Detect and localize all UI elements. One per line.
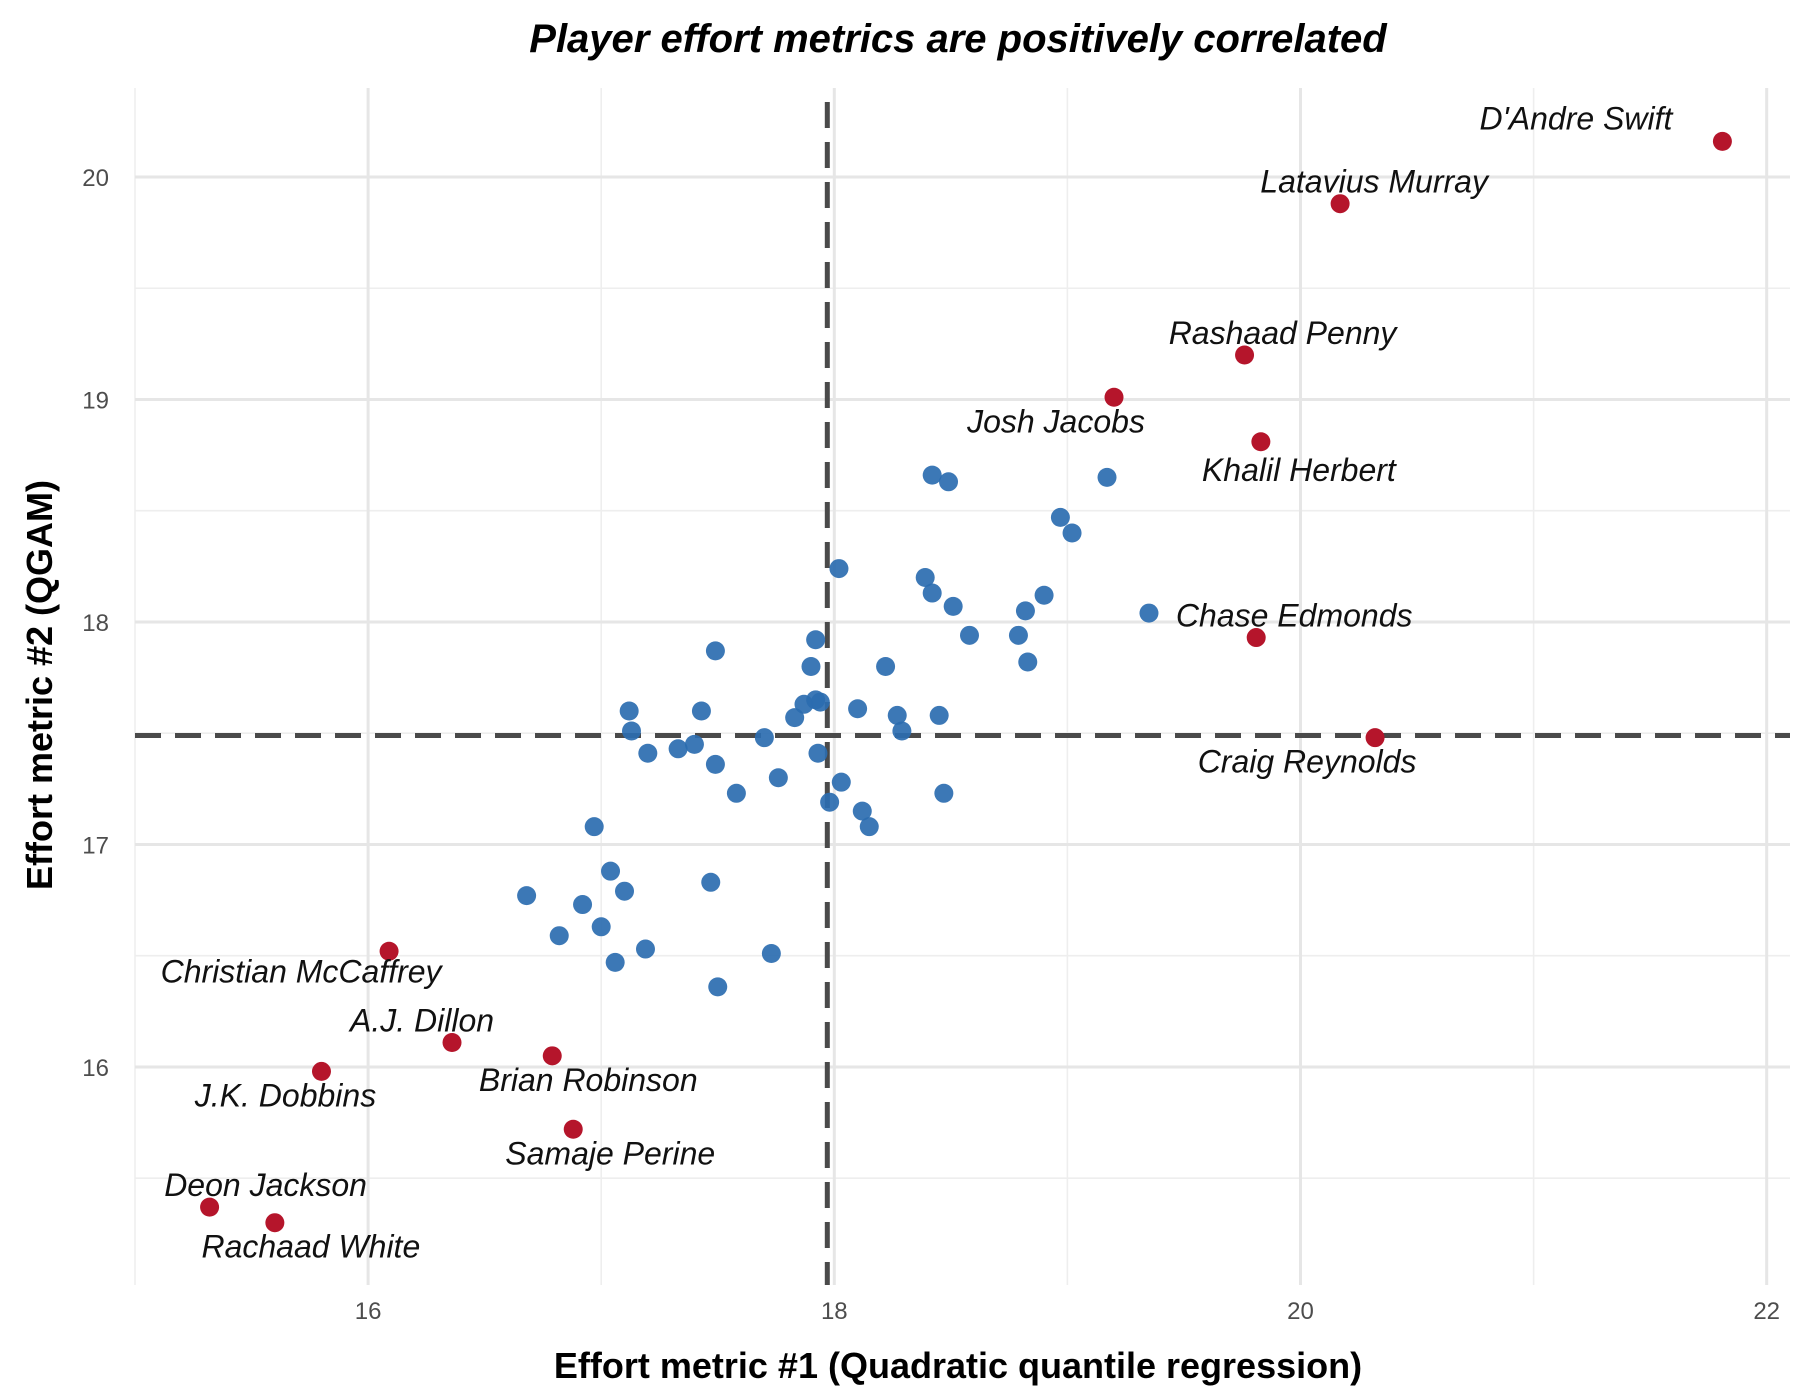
chart-title: Player effort metrics are positively cor… — [529, 17, 1388, 61]
data-point — [1035, 586, 1054, 605]
grid — [135, 88, 1790, 1285]
point-label: Rachaad White — [201, 1229, 420, 1265]
data-point — [923, 466, 942, 485]
y-axis-title: Effort metric #2 (QGAM) — [19, 480, 60, 890]
data-point — [669, 739, 688, 758]
data-point — [517, 886, 536, 905]
data-point — [706, 755, 725, 774]
data-point — [769, 768, 788, 787]
x-axis-title: Effort metric #1 (Quadratic quantile reg… — [554, 1345, 1362, 1386]
point-label: Samaje Perine — [505, 1135, 715, 1171]
data-point — [615, 882, 634, 901]
data-point — [1139, 604, 1158, 623]
data-point — [727, 784, 746, 803]
data-point — [930, 706, 949, 725]
data-point — [939, 472, 958, 491]
data-point — [876, 657, 895, 676]
y-tick-label: 16 — [82, 1055, 109, 1082]
data-point — [762, 944, 781, 963]
data-point — [585, 817, 604, 836]
data-point — [860, 817, 879, 836]
data-point — [620, 701, 639, 720]
data-point — [692, 701, 711, 720]
highlighted-point — [1713, 132, 1732, 151]
y-tick-label: 20 — [82, 165, 109, 192]
data-point — [550, 926, 569, 945]
data-point — [636, 940, 655, 959]
data-point — [892, 721, 911, 740]
point-label: Craig Reynolds — [1198, 744, 1417, 780]
data-point — [1063, 523, 1082, 542]
point-label: Rashaad Penny — [1169, 315, 1399, 351]
reference-lines — [135, 102, 1790, 1285]
point-label: Latavius Murray — [1260, 164, 1490, 200]
x-tick-label: 22 — [1753, 1298, 1780, 1325]
data-point — [811, 693, 830, 712]
data-point — [832, 773, 851, 792]
x-tick-label: 18 — [821, 1298, 848, 1325]
data-point — [708, 977, 727, 996]
point-label: Christian McCaffrey — [161, 953, 444, 989]
data-point — [1098, 468, 1117, 487]
x-tick-label: 16 — [355, 1298, 382, 1325]
data-point — [944, 597, 963, 616]
data-point — [638, 744, 657, 763]
data-point — [923, 584, 942, 603]
data-point — [601, 862, 620, 881]
data-point — [706, 641, 725, 660]
data-point — [622, 721, 641, 740]
point-label: D'Andre Swift — [1480, 100, 1674, 136]
point-label: Josh Jacobs — [966, 403, 1145, 439]
data-point — [1051, 508, 1070, 527]
data-point — [960, 626, 979, 645]
data-point — [801, 657, 820, 676]
y-tick-label: 17 — [82, 832, 109, 859]
data-point — [573, 895, 592, 914]
point-label: J.K. Dobbins — [194, 1077, 376, 1113]
data-point — [755, 728, 774, 747]
point-label: Khalil Herbert — [1202, 452, 1397, 488]
y-tick-label: 18 — [82, 610, 109, 637]
data-point — [1016, 601, 1035, 620]
point-labels: D'Andre Swift Latavius Murray Rashaad Penn… — [161, 100, 1674, 1264]
data-point — [701, 873, 720, 892]
point-label: Deon Jackson — [164, 1167, 367, 1203]
point-label: Chase Edmonds — [1176, 598, 1413, 634]
data-point — [1009, 626, 1028, 645]
data-point — [848, 699, 867, 718]
data-point — [806, 630, 825, 649]
data-point — [934, 784, 953, 803]
highlighted-point — [1251, 432, 1270, 451]
data-point — [829, 559, 848, 578]
point-label: Brian Robinson — [479, 1062, 698, 1098]
data-point — [808, 744, 827, 763]
x-tick-label: 20 — [1287, 1298, 1314, 1325]
data-point — [592, 917, 611, 936]
data-point — [606, 953, 625, 972]
y-tick-label: 19 — [82, 387, 109, 414]
point-label: A.J. Dillon — [348, 1002, 494, 1038]
data-point — [685, 735, 704, 754]
data-point — [820, 793, 839, 812]
data-point — [1018, 653, 1037, 672]
tick-labels: 16 18 20 22 16 17 18 19 20 — [82, 165, 1780, 1325]
